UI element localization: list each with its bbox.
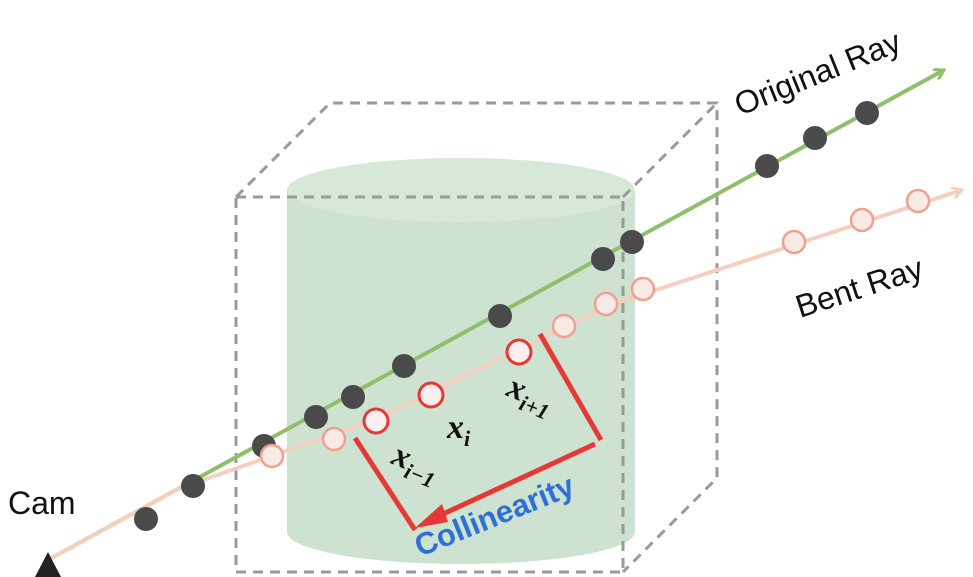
point-x-i-plus-1 [505,338,533,366]
original-ray-point [855,101,879,125]
original-ray-point [488,304,512,328]
original-ray-point [304,405,328,429]
bounding-box [234,101,719,574]
original-ray-point [803,126,827,150]
original-ray-point [591,247,615,271]
bent-ray-point [593,291,619,317]
bent-ray-point [321,426,347,452]
original-ray-point [755,154,779,178]
original-ray-point [341,385,365,409]
original-ray-point [134,507,158,531]
original-ray-point [181,474,205,498]
collinearity-bracket [352,332,604,532]
point-x-i-minus-1 [362,407,390,435]
camera-icon [35,552,61,577]
bent-ray-point [905,188,931,214]
bent-ray-points [259,188,931,469]
bent-ray-point [781,229,807,255]
bent-ray-point [259,443,285,469]
x-i-label: xi [446,409,471,451]
bent-ray-point [551,313,577,339]
original-ray-point [620,230,644,254]
original-ray-point [392,354,416,378]
bent-ray-label: Bent Ray [791,250,927,325]
bent-ray-point [849,207,875,233]
cam-label: Cam [8,485,76,521]
original-ray-points [134,101,879,531]
highlighted-points [362,338,533,435]
bent-ray-point [630,276,656,302]
point-x-i [417,381,445,409]
